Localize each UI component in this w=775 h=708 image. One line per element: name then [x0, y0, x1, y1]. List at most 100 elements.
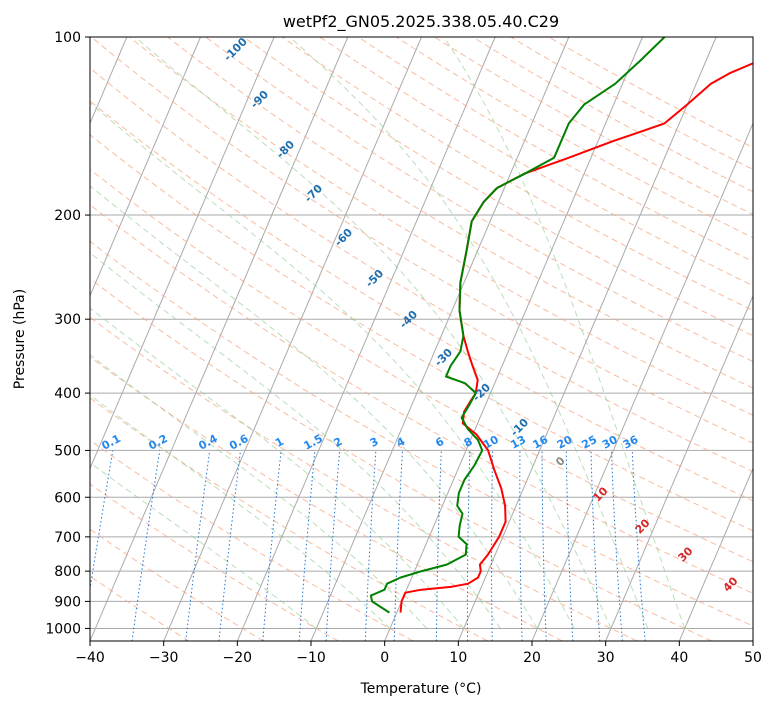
background-grid: [90, 37, 753, 641]
y-axis-ticks: 1000 900 800 700 600 500 400 300 200 100: [45, 30, 90, 637]
mixing-ratio-label: 0.6: [227, 432, 251, 453]
isotherm-line: [90, 37, 201, 298]
dry-adiabat-label: 10: [591, 484, 611, 504]
x-tick-label: −40: [75, 650, 105, 666]
dry-adiabat-line: [90, 134, 753, 532]
moist-adiabat-line: [90, 307, 465, 629]
mixing-ratio-label: 6: [433, 435, 446, 450]
x-tick-label: 50: [744, 650, 762, 666]
moist-adiabat-line: [90, 185, 538, 629]
y-tick-label: 500: [54, 443, 81, 459]
dry-adiabat-line: [90, 316, 638, 641]
moist-adiabat-line: [90, 394, 391, 629]
y-tick-label: 600: [54, 490, 81, 506]
mixing-ratio-label: 13: [508, 433, 528, 452]
x-tick-label: −20: [223, 650, 253, 666]
dry-adiabat-label: -60: [332, 226, 355, 249]
mixing-ratio-label: 16: [531, 433, 551, 452]
isotherm-line: [457, 37, 717, 641]
y-tick-label: 400: [54, 386, 81, 402]
mixing-ratio-line: [218, 450, 241, 641]
dry-adiabat-line: [548, 37, 753, 149]
dry-adiabat-line: [90, 356, 563, 641]
mixing-ratio-label: 36: [621, 433, 641, 452]
mixing-ratio-label: 20: [555, 433, 575, 452]
dry-adiabat-line: [90, 100, 753, 502]
mixing-ratio-label: 25: [580, 433, 600, 452]
y-tick-label: 700: [54, 530, 81, 546]
mixing-ratio-label: 0.1: [100, 432, 123, 453]
moist-adiabat-line: [90, 252, 501, 629]
y-tick-label: 100: [54, 30, 81, 46]
mixing-ratio-line: [565, 450, 574, 641]
dry-adiabat-line: [90, 37, 753, 444]
moist-adiabat-line: [90, 354, 428, 629]
moist-adiabat-line: [90, 462, 317, 629]
mixing-ratio-line: [364, 450, 377, 641]
dewpoint-profile-line: [369, 37, 666, 614]
mixing-ratio-label: 8: [462, 435, 475, 450]
mixing-ratio-label: 4: [394, 435, 407, 450]
x-axis-title: Temperature (°C): [360, 681, 482, 697]
x-tick-label: 20: [523, 650, 541, 666]
isotherm-line: [163, 37, 422, 641]
mixing-ratio-label: 30: [600, 433, 620, 452]
mixing-ratio-line: [90, 450, 114, 592]
y-tick-label: 200: [54, 208, 81, 224]
mixing-ratio-label: 0.2: [146, 432, 169, 453]
mixing-ratio-line: [590, 450, 601, 641]
mixing-ratio-lines: [90, 450, 646, 641]
mixing-ratio-label: 2: [332, 435, 345, 450]
dry-adiabat-label: 30: [676, 544, 696, 564]
x-axis-ticks: −40 −30 −20 −10 0 10 20 30 40 50: [75, 641, 762, 666]
isotherm-line: [752, 639, 753, 641]
dry-adiabat-line: [510, 37, 753, 171]
y-tick-label: 1000: [45, 621, 81, 637]
mixing-ratio-line: [519, 450, 523, 641]
isotherm-line: [90, 37, 275, 470]
isotherm-line: [678, 467, 753, 641]
dry-adiabat-label: -80: [274, 138, 297, 161]
dry-adiabat-line: [90, 483, 339, 641]
moist-adiabat-line: [289, 37, 649, 629]
mixing-ratio-line: [185, 450, 211, 641]
dry-adiabat-line: [90, 204, 753, 594]
isotherm-line: [384, 37, 643, 641]
mixing-ratio-line: [131, 450, 161, 641]
isotherm-line: [605, 294, 753, 641]
mixing-ratio-line: [435, 450, 442, 641]
mixing-ratio-label: 10: [481, 433, 501, 452]
dry-adiabat-line: [129, 37, 753, 416]
temperature-profile-line: [399, 62, 753, 613]
mixing-ratio-label: 1.5: [302, 432, 325, 453]
dry-adiabat-line: [434, 37, 753, 216]
y-axis-title: Pressure (hPa): [12, 289, 28, 389]
x-tick-label: 0: [380, 650, 389, 666]
mixing-ratio-line: [298, 450, 316, 641]
mixing-ratio-line: [611, 450, 623, 641]
isotherm-line: [531, 121, 753, 641]
dry-adiabat-line: [90, 278, 712, 641]
mixing-ratio-line: [262, 450, 282, 641]
moist-adiabat-line: [443, 37, 686, 629]
dry-adiabat-line: [243, 37, 753, 337]
chart-title: wetPf2_GN05.2025.338.05.40.C29: [283, 12, 559, 32]
dry-adiabat-label: 20: [633, 516, 653, 536]
moist-adiabat-line: [90, 102, 575, 629]
dry-adiabat-line: [90, 575, 190, 641]
dry-adiabat-label: -40: [397, 308, 420, 331]
dry-adiabat-label: -100: [221, 35, 250, 64]
y-tick-label: 300: [54, 312, 81, 328]
dry-adiabat-line: [90, 528, 264, 641]
dry-adiabat-line: [90, 240, 753, 627]
mixing-ratio-line: [466, 450, 471, 641]
dry-adiabat-label: 0: [553, 454, 568, 469]
x-tick-label: 30: [597, 650, 615, 666]
adiabats: [90, 37, 753, 641]
dry-adiabat-line: [281, 37, 753, 312]
isotherm-line: [236, 37, 496, 641]
isotherm-line: [90, 37, 349, 641]
mixing-ratio-label: 0.4: [196, 432, 220, 453]
mixing-ratio-label: 3: [368, 435, 381, 450]
